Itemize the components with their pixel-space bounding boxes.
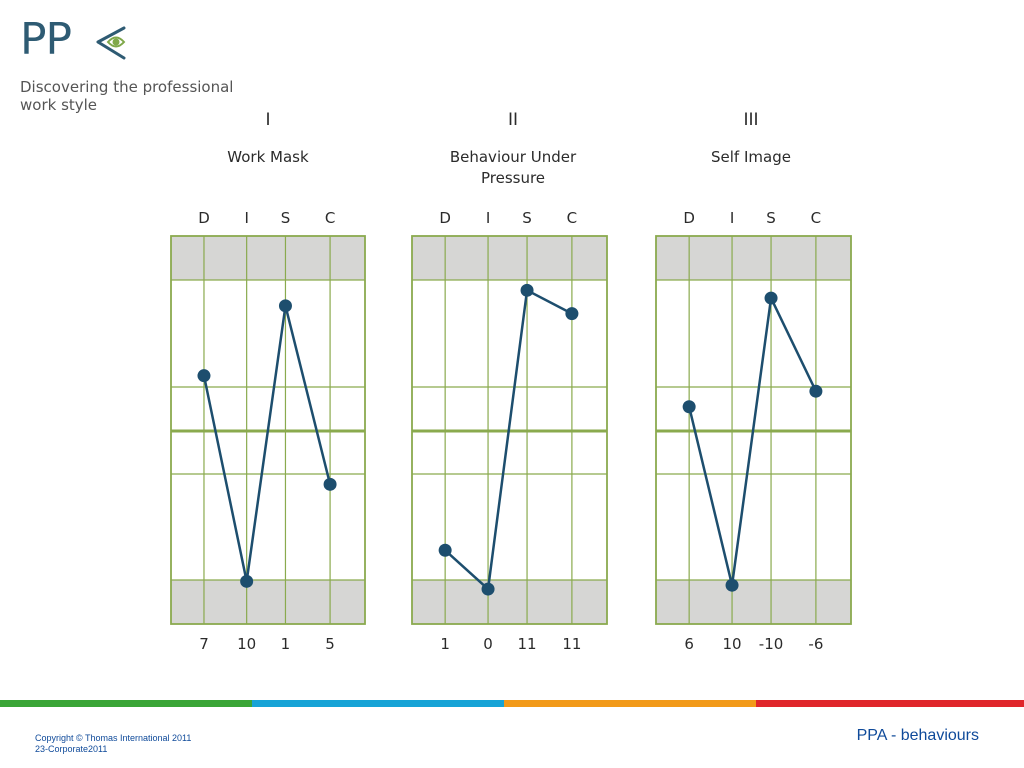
copyright-line-2: 23-Corporate2011 bbox=[35, 744, 108, 754]
value-label: 1 bbox=[440, 635, 450, 653]
value-label: -10 bbox=[759, 635, 784, 653]
data-point-d bbox=[197, 369, 211, 383]
chart-1-frame bbox=[170, 235, 366, 625]
data-point-c bbox=[565, 307, 579, 321]
chart-1-bottom-band bbox=[171, 580, 365, 624]
chart-1-top-band bbox=[171, 236, 365, 280]
chart-3-title: Self Image bbox=[711, 148, 791, 166]
data-point-s bbox=[764, 291, 778, 305]
chart-3: D I S C 6 10 -10 -6 bbox=[655, 209, 852, 653]
chart-2-title: Behaviour Under Pressure bbox=[449, 148, 577, 187]
footer-stripe-orange bbox=[504, 700, 756, 707]
footer-stripe-blue bbox=[252, 700, 504, 707]
category-label-d: D bbox=[198, 209, 210, 227]
data-point-s bbox=[520, 283, 534, 297]
value-label: 11 bbox=[562, 635, 581, 653]
slide-title: PPA - behaviours bbox=[856, 727, 979, 744]
category-label-d: D bbox=[439, 209, 451, 227]
data-point-i bbox=[725, 578, 739, 592]
tagline-line-2: work style bbox=[20, 96, 98, 114]
data-point-i bbox=[481, 582, 495, 596]
footer-stripe-red bbox=[756, 700, 1024, 707]
data-point-s bbox=[278, 299, 292, 313]
category-label-s: S bbox=[522, 209, 532, 227]
chart-2: D I S C 1 0 11 11 bbox=[411, 209, 608, 653]
chart-3-top-band bbox=[656, 236, 851, 280]
footer-stripe-green bbox=[0, 700, 252, 707]
value-label: 10 bbox=[723, 635, 742, 653]
value-label: 0 bbox=[483, 635, 493, 653]
chart-2-numeral: II bbox=[507, 110, 519, 130]
category-label-s: S bbox=[281, 209, 291, 227]
chart-2-frame bbox=[411, 235, 608, 625]
category-label-i: I bbox=[486, 209, 490, 227]
data-point-c bbox=[809, 384, 823, 398]
tagline: Discovering the professional work style bbox=[20, 78, 240, 114]
value-label: 1 bbox=[281, 635, 291, 653]
series-line bbox=[687, 293, 818, 586]
chart-1-numeral: I bbox=[265, 110, 271, 130]
value-label: 7 bbox=[199, 635, 209, 653]
data-point-i bbox=[240, 574, 254, 588]
chart-1-title: Work Mask bbox=[227, 148, 309, 166]
chart-2-bottom-band bbox=[412, 580, 607, 624]
data-point-c bbox=[323, 477, 337, 491]
chart-3-frame bbox=[655, 235, 852, 625]
chart-2-top-band bbox=[412, 236, 607, 280]
data-point-d bbox=[682, 400, 696, 414]
category-label-c: C bbox=[811, 209, 821, 227]
chart-3-numeral: III bbox=[743, 110, 759, 130]
logo-text: PP bbox=[20, 14, 72, 65]
value-label: 10 bbox=[237, 635, 256, 653]
category-label-i: I bbox=[730, 209, 734, 227]
value-label: -6 bbox=[808, 635, 823, 653]
value-label: 6 bbox=[684, 635, 694, 653]
data-point-d bbox=[438, 543, 452, 557]
value-label: 5 bbox=[325, 635, 335, 653]
copyright-line-1: Copyright © Thomas International 2011 bbox=[35, 733, 192, 743]
copyright: Copyright © Thomas International 2011 23… bbox=[35, 733, 191, 755]
eye-icon bbox=[96, 26, 126, 60]
series-line bbox=[202, 305, 332, 582]
tagline-line-1: Discovering the professional bbox=[20, 78, 234, 96]
series-line bbox=[444, 288, 573, 592]
category-label-i: I bbox=[244, 209, 248, 227]
category-label-c: C bbox=[567, 209, 577, 227]
value-label: 11 bbox=[518, 635, 537, 653]
chart-3-bottom-band bbox=[656, 580, 851, 624]
logo: PP bbox=[20, 14, 126, 65]
category-label-d: D bbox=[683, 209, 695, 227]
chart-1: D I S C 7 10 1 5 bbox=[170, 209, 366, 653]
category-label-s: S bbox=[766, 209, 776, 227]
category-label-c: C bbox=[325, 209, 335, 227]
